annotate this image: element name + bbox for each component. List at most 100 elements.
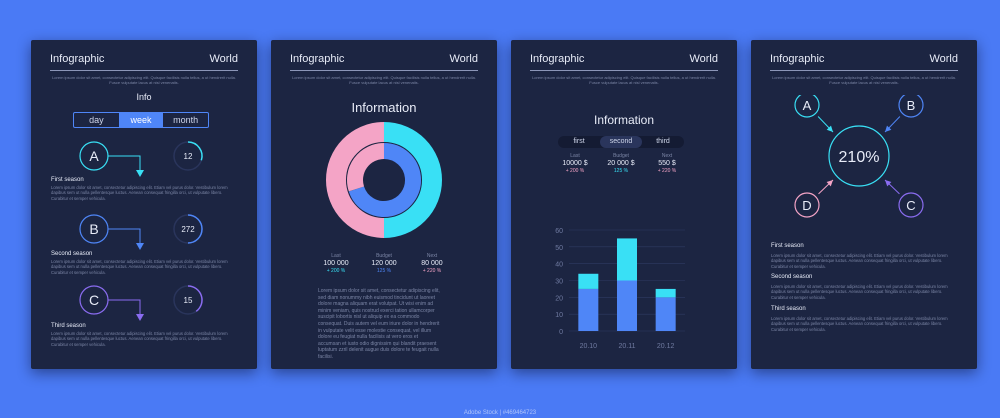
season-1-text: Lorem ipsum dolor sit amet, consectetur … [51,185,228,201]
season-2-text: Lorem ipsum dolor sit amet, consectetur … [771,284,948,300]
connector-arrow [136,243,144,250]
stat-change: 125 % [376,268,392,274]
stat-label: Next [426,253,438,259]
donut-slice [326,122,385,238]
card-subtitle: Lorem ipsum dolor sit amet, consectetur … [292,75,476,85]
card-info-seasons: Infographic World Lorem ipsum dolor sit … [31,40,257,369]
bar-chart: 0 10 20 30 40 50 60 20.10 20.11 20.12 [555,228,685,350]
season-letter: B [89,221,98,237]
season-2-text: Lorem ipsum dolor sit amet, consectetur … [51,259,228,275]
stat-next: Next 550 $ + 220 % [642,153,692,174]
season-3-name: Third season [771,306,806,312]
tab-third[interactable]: third [656,138,670,145]
card-title: Infographic [770,53,825,65]
donut-chart [326,122,442,238]
season-2-name: Second season [51,251,93,257]
tab-month[interactable]: month [173,115,199,125]
card-subtitle: Lorem ipsum dolor sit amet, consectetur … [772,75,956,85]
node-arrow-head [885,180,892,187]
node-letter: A [803,98,812,113]
node-letter: D [802,198,811,213]
cycle-diagram: 210% A B C D [794,95,924,218]
season-value: 15 [184,296,193,305]
season-value: 272 [181,225,195,234]
stat-label: Budget [613,153,629,159]
node-arrow-head [826,125,833,132]
bar-segment [578,288,599,331]
y-tick-label: 50 [555,245,563,252]
body-paragraph: Lorem ipsum dolor sit amet, consectetur … [318,288,440,360]
season-letter: C [89,292,99,308]
stat-value: 10000 $ [562,160,588,167]
tab-day[interactable]: day [89,115,104,125]
connector-line [108,228,141,245]
stat-value: 100 000 [323,260,349,267]
progress-arc [187,285,203,312]
node-arrow-head [885,125,892,132]
stat-last: Last 100 000 + 200 % [311,253,361,274]
donut-slice [383,122,442,238]
season-1-name: First season [51,177,84,183]
season-1-name: First season [771,243,804,249]
stat-value: 80 000 [421,260,443,267]
x-tick-label: 20.10 [580,343,598,350]
stat-change: 125 % [613,168,629,174]
bar-segment [617,238,637,281]
progress-arc [187,214,203,244]
donut-title: Information [351,100,417,115]
stat-label: Next [661,153,673,159]
card-title: Infographic [50,53,105,65]
tab-first[interactable]: first [573,138,585,145]
stat-last: Last 10000 $ + 200 % [550,153,600,174]
node-circle [794,192,820,218]
connector-arrow [136,170,144,177]
card-cycle: Infographic World Lorem ipsum dolor sit … [751,40,977,369]
card-header: Infographic World [530,52,718,71]
series-tabs: first second third [558,136,684,148]
node-circle [794,95,820,118]
y-tick-label: 20 [555,295,563,302]
season-3-text: Lorem ipsum dolor sit amet, consectetur … [771,316,948,332]
bar-segment [617,280,637,331]
stat-next: Next 80 000 + 220 % [407,253,457,274]
x-tick-label: 20.12 [657,343,675,350]
card-region: World [449,53,478,65]
stat-value: 550 $ [658,160,676,167]
card-header: Infographic World [50,52,238,71]
card-region: World [689,53,718,65]
season-3-name: Third season [51,323,86,329]
stat-budget: Budget 120 000 125 % [359,253,409,274]
donut-slice [347,143,385,192]
node-letter: B [907,98,916,113]
watermark: Adobe Stock | #469464723 [463,410,537,416]
node-arrow-head [826,180,833,187]
stat-change: + 200 % [565,168,585,174]
y-tick-label: 30 [555,279,563,286]
info-heading: Info [136,92,152,102]
stat-label: Budget [376,253,392,259]
connector-line [108,299,141,316]
season-graphics: A 12 B 272 C 15 [79,141,203,321]
center-ring [828,125,890,187]
stat-value: 20 000 $ [607,160,635,167]
season-3-text: Lorem ipsum dolor sit amet, consectetur … [51,331,228,347]
card-header: Infographic World [290,52,478,71]
x-tick-label: 20.11 [619,343,636,350]
stat-change: + 200 % [326,268,346,274]
season-letter: A [89,148,99,164]
tab-second[interactable]: second [600,136,642,148]
stat-value: 120 000 [371,260,397,267]
card-subtitle: Lorem ipsum dolor sit amet, consectetur … [532,75,716,85]
season-2-name: Second season [771,274,813,280]
y-tick-label: 40 [555,262,563,269]
card-donut: Infographic World Lorem ipsum dolor sit … [271,40,497,369]
donut-slice [348,143,421,217]
y-tick-label: 0 [559,329,563,336]
card-header: Infographic World [770,52,958,71]
card-region: World [929,53,958,65]
connector-arrow [136,314,144,321]
stat-change: + 220 % [657,168,677,174]
tab-week[interactable]: week [118,113,164,127]
bar-segment [655,297,676,331]
card-bars: Infographic World Lorem ipsum dolor sit … [511,40,737,369]
